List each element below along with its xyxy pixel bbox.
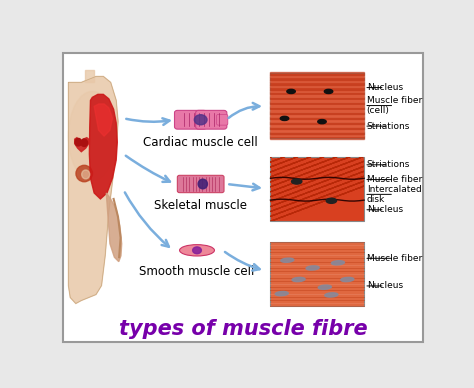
Bar bbox=[271, 82, 364, 85]
Ellipse shape bbox=[275, 291, 288, 296]
Ellipse shape bbox=[341, 277, 354, 282]
Bar bbox=[271, 77, 364, 80]
Ellipse shape bbox=[331, 261, 345, 265]
Ellipse shape bbox=[287, 89, 295, 94]
Ellipse shape bbox=[180, 245, 214, 256]
Text: Muscle fiber
(cell): Muscle fiber (cell) bbox=[367, 96, 422, 115]
Ellipse shape bbox=[68, 92, 116, 181]
Ellipse shape bbox=[324, 89, 333, 94]
Polygon shape bbox=[75, 138, 89, 152]
Text: Nucleus: Nucleus bbox=[367, 205, 403, 214]
Bar bbox=[271, 107, 364, 109]
Polygon shape bbox=[106, 193, 122, 262]
Bar bbox=[271, 72, 364, 74]
Bar bbox=[271, 74, 364, 77]
Ellipse shape bbox=[76, 165, 92, 182]
Text: Skeletal muscle: Skeletal muscle bbox=[154, 199, 247, 212]
Text: Muscle fiber: Muscle fiber bbox=[367, 175, 422, 184]
FancyBboxPatch shape bbox=[217, 114, 228, 125]
FancyBboxPatch shape bbox=[271, 73, 364, 138]
Ellipse shape bbox=[318, 285, 331, 289]
Bar bbox=[271, 134, 364, 137]
Text: Striations: Striations bbox=[367, 121, 410, 131]
Bar bbox=[271, 99, 364, 102]
Bar bbox=[271, 87, 364, 90]
Ellipse shape bbox=[81, 139, 88, 147]
Text: Muscle fiber: Muscle fiber bbox=[367, 254, 422, 263]
Ellipse shape bbox=[198, 179, 208, 189]
Text: types of muscle fibre: types of muscle fibre bbox=[118, 319, 367, 339]
Ellipse shape bbox=[82, 170, 90, 179]
Bar bbox=[271, 104, 364, 107]
Ellipse shape bbox=[194, 115, 207, 125]
Bar bbox=[271, 126, 364, 129]
Bar bbox=[271, 80, 364, 82]
Bar bbox=[271, 124, 364, 126]
Bar bbox=[271, 117, 364, 119]
FancyBboxPatch shape bbox=[177, 175, 224, 193]
Polygon shape bbox=[94, 104, 112, 136]
Bar bbox=[271, 94, 364, 97]
Text: Cardiac muscle cell: Cardiac muscle cell bbox=[143, 136, 258, 149]
Bar bbox=[271, 119, 364, 121]
FancyBboxPatch shape bbox=[271, 242, 364, 307]
FancyBboxPatch shape bbox=[196, 110, 227, 129]
Ellipse shape bbox=[318, 120, 326, 124]
Ellipse shape bbox=[325, 293, 338, 297]
FancyBboxPatch shape bbox=[174, 110, 207, 129]
Ellipse shape bbox=[75, 139, 82, 146]
Bar bbox=[271, 114, 364, 117]
Bar bbox=[271, 121, 364, 124]
Text: Striations: Striations bbox=[367, 160, 410, 169]
Text: Nucleus: Nucleus bbox=[367, 83, 403, 92]
Ellipse shape bbox=[281, 258, 294, 262]
Text: Smooth muscle cell: Smooth muscle cell bbox=[139, 265, 255, 278]
FancyBboxPatch shape bbox=[63, 52, 423, 342]
Bar bbox=[271, 92, 364, 94]
Ellipse shape bbox=[306, 266, 319, 270]
Bar bbox=[271, 85, 364, 87]
FancyBboxPatch shape bbox=[271, 157, 364, 221]
Bar bbox=[271, 132, 364, 134]
Ellipse shape bbox=[326, 198, 337, 203]
Polygon shape bbox=[90, 94, 117, 199]
Bar bbox=[271, 90, 364, 92]
Bar bbox=[271, 109, 364, 112]
Text: Nucleus: Nucleus bbox=[367, 281, 403, 291]
Ellipse shape bbox=[192, 247, 201, 254]
Text: Intercalated
disk: Intercalated disk bbox=[367, 185, 421, 204]
Bar bbox=[271, 97, 364, 99]
Ellipse shape bbox=[292, 277, 305, 282]
Bar bbox=[271, 112, 364, 114]
Polygon shape bbox=[68, 76, 118, 303]
Bar bbox=[271, 129, 364, 132]
Ellipse shape bbox=[280, 116, 289, 121]
Bar bbox=[271, 102, 364, 104]
Bar bbox=[271, 137, 364, 139]
Polygon shape bbox=[85, 71, 94, 82]
Ellipse shape bbox=[292, 179, 302, 184]
